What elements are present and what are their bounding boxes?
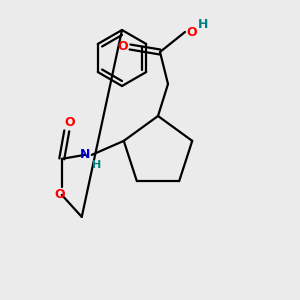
Text: H: H	[198, 17, 208, 31]
Text: O: O	[64, 116, 75, 129]
Text: O: O	[54, 188, 65, 201]
Text: O: O	[187, 26, 197, 38]
Text: N: N	[80, 148, 90, 161]
Text: H: H	[92, 160, 101, 170]
Text: O: O	[118, 40, 128, 53]
